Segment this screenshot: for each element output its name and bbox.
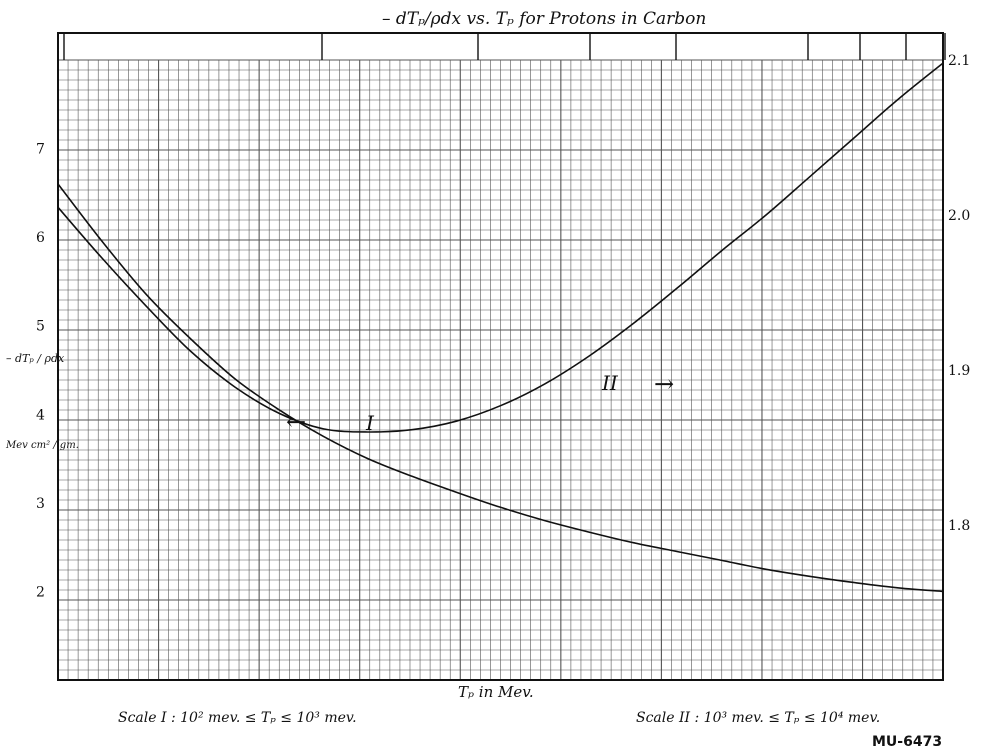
y-left-tick-label: 4 <box>36 407 45 423</box>
series-line-2 <box>57 62 944 433</box>
y-axis-label-left: – dTₚ / ρdx Mev cm² / gm. <box>5 352 79 451</box>
y-right-tick-label: 2.0 <box>948 208 970 224</box>
series-2-arrow: → <box>654 370 674 398</box>
y-left-tick-label: 7 <box>36 142 45 158</box>
y-right-tick-label: 2.1 <box>948 53 970 69</box>
y-left-tick-label: 5 <box>36 319 45 335</box>
figure-id: MU-6473 <box>872 734 942 750</box>
x-axis-label: Tₚ in Mev. <box>458 683 534 701</box>
y-left-tick-label: 6 <box>36 230 45 246</box>
series-line-1 <box>57 183 944 593</box>
scale-2-caption: Scale II : 10³ mev. ≤ Tₚ ≤ 10⁴ mev. <box>636 710 880 726</box>
series-1-annotation: ← I <box>286 408 375 436</box>
y-axis-label-units: Mev cm² / gm. <box>5 440 79 451</box>
y-right-tick-label: 1.8 <box>948 518 970 534</box>
scale-1-caption: Scale I : 10² mev. ≤ Tₚ ≤ 10³ mev. <box>118 710 357 726</box>
series-group <box>57 62 944 593</box>
axis-ticks: 2 3 4 5 6 7 1.8 1.9 2.0 2.1 <box>36 53 970 600</box>
y-left-tick-label: 2 <box>36 584 45 600</box>
y-left-tick-label: 3 <box>36 496 45 512</box>
chart-title: – dTₚ/ρdx vs. Tₚ for Protons in Carbon <box>382 9 706 29</box>
chart-grid <box>57 59 944 681</box>
y-right-tick-label: 1.9 <box>948 363 970 379</box>
series-2-annotation: II → <box>601 370 674 398</box>
series-1-arrow: ← <box>286 408 306 436</box>
top-edge-ticks <box>63 33 946 60</box>
series-1-label: I <box>365 411 375 435</box>
y-axis-label-quantity: – dTₚ / ρdx <box>6 352 65 365</box>
plot-frame <box>57 32 944 681</box>
series-2-label: II <box>601 371 619 395</box>
